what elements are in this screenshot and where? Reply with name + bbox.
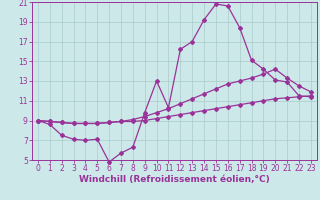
X-axis label: Windchill (Refroidissement éolien,°C): Windchill (Refroidissement éolien,°C) bbox=[79, 175, 270, 184]
